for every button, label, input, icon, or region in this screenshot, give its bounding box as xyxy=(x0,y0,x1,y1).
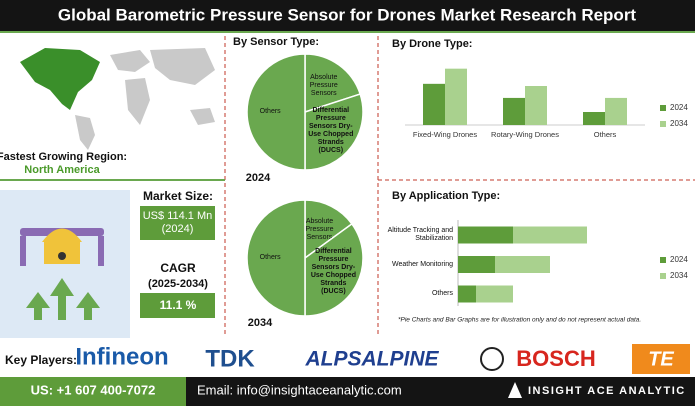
legend-label: 2034 xyxy=(670,271,688,280)
y-tick-label: Altitude Tracking and Stabilization xyxy=(387,227,453,242)
te-box xyxy=(632,344,690,374)
market-size-box xyxy=(140,206,215,240)
bar-segment xyxy=(476,285,513,303)
bar xyxy=(423,83,445,125)
bar xyxy=(503,97,525,125)
pie-label: Others xyxy=(259,108,281,115)
region-value: North America xyxy=(24,164,100,176)
player-logo: BOSCH xyxy=(516,346,595,371)
footer-phone-box xyxy=(0,377,186,406)
bar-segment xyxy=(495,256,550,273)
bar-segment xyxy=(458,226,513,244)
bosch-mark xyxy=(480,347,504,371)
legend-swatch xyxy=(660,273,666,279)
market-size-label: Market Size: xyxy=(143,189,213,203)
pie-label-holder: Others xyxy=(259,108,281,115)
pie-label: Differential Pressure Sensors Dry-Use Ch… xyxy=(308,106,354,154)
x-tick-label: Fixed-Wing Drones xyxy=(413,130,477,139)
pie-label: Absolute Pressure Sensors xyxy=(305,217,334,241)
player-logo: TE xyxy=(648,348,674,370)
pie-year: 2034 xyxy=(248,317,273,329)
header-rule xyxy=(0,31,695,33)
region-label: Fastest Growing Region: xyxy=(0,151,127,163)
bar-segment xyxy=(458,256,495,273)
pie-label-holder: Absolute Pressure Sensors xyxy=(305,217,334,241)
legend-label: 2024 xyxy=(670,255,688,264)
title: Global Barometric Pressure Sensor for Dr… xyxy=(58,5,637,24)
y-tick-label-holder: Weather Monitoring xyxy=(392,260,453,268)
pie-slice xyxy=(304,53,362,114)
bar xyxy=(605,97,627,125)
pie-slice xyxy=(304,199,353,260)
y-tick-label: Weather Monitoring xyxy=(392,260,453,268)
pie-year: 2024 xyxy=(246,172,271,184)
cagr-period: (2025-2034) xyxy=(148,278,208,290)
pie-label-holder: Differential Pressure Sensors Dry-Use Ch… xyxy=(310,248,356,296)
pie-slice xyxy=(246,199,306,317)
pie-label: Others xyxy=(259,254,281,261)
world-map xyxy=(20,48,215,150)
cagr-box xyxy=(140,293,215,318)
pie-slice xyxy=(246,53,306,171)
player-logo: TDK xyxy=(205,345,255,372)
cagr-label: CAGR xyxy=(160,261,196,275)
drone-icon xyxy=(0,190,130,338)
legend-swatch xyxy=(660,121,666,127)
pie-label-holder: Others xyxy=(259,254,281,261)
pie-label-holder: Absolute Pressure Sensors xyxy=(309,74,338,98)
legend-label: 2024 xyxy=(670,103,688,112)
bar-segment xyxy=(458,285,476,303)
y-tick-label-holder: Others xyxy=(431,290,453,297)
pie-label: Absolute Pressure Sensors xyxy=(309,74,338,98)
email: Email: info@insightaceanalytic.com xyxy=(197,382,402,397)
cagr-value: 11.1 % xyxy=(160,298,197,312)
player-logo: Infineon xyxy=(75,343,168,370)
pie-slice xyxy=(304,93,364,171)
header-bar xyxy=(0,0,695,31)
x-tick-label: Others xyxy=(594,130,617,139)
pie-slice xyxy=(304,222,364,317)
note: *Pie Charts and Bar Graphs are for illus… xyxy=(398,317,641,324)
y-tick-label: Others xyxy=(431,290,453,297)
brand: INSIGHT ACE ANALYTIC xyxy=(528,385,686,397)
y-tick-label-holder: Altitude Tracking and Stabilization xyxy=(387,227,453,242)
bar-segment xyxy=(513,226,587,244)
market-size-holder: US$ 114.1 Mn (2024) xyxy=(142,210,213,235)
bar xyxy=(583,112,605,125)
phone: US: +1 607 400-7072 xyxy=(31,382,156,397)
bar xyxy=(445,68,467,125)
section-heading: By Application Type: xyxy=(392,190,500,202)
pie-label-holder: Differential Pressure Sensors Dry-Use Ch… xyxy=(308,106,354,154)
pie-label: Differential Pressure Sensors Dry-Use Ch… xyxy=(310,248,356,296)
legend-label: 2034 xyxy=(670,119,688,128)
legend-swatch xyxy=(660,105,666,111)
bar xyxy=(525,86,547,125)
key-players-label: Key Players: xyxy=(5,353,77,367)
market-size-value: US$ 114.1 Mn (2024) xyxy=(142,210,213,235)
x-tick-label: Rotary-Wing Drones xyxy=(491,130,559,139)
player-logo: ALPSALPINE xyxy=(304,348,439,371)
brand-icon xyxy=(508,382,522,398)
legend-swatch xyxy=(660,257,666,263)
section-heading: By Drone Type: xyxy=(392,38,472,50)
section-heading: By Sensor Type: xyxy=(233,36,319,48)
